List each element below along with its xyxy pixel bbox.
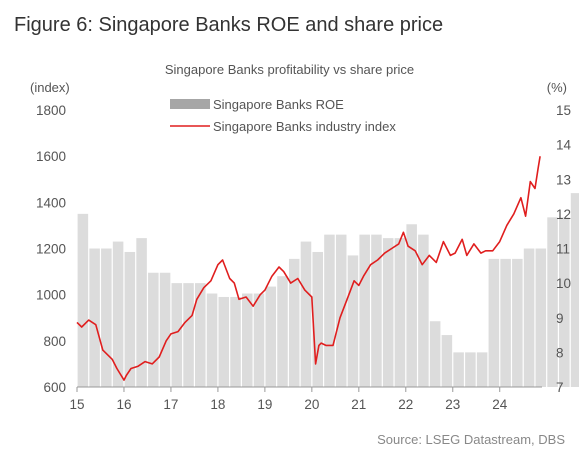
source-note: Source: LSEG Datastream, DBS	[377, 432, 565, 447]
index-line	[76, 156, 541, 381]
roe-bar	[171, 283, 183, 387]
roe-bar	[523, 248, 535, 387]
axes: 15 16 17 18 19 20 21 22 23 24 600 800 1000 1200 1400 16…	[36, 103, 572, 412]
right-tick-label: 8	[556, 345, 564, 360]
left-axis-unit: (index)	[30, 80, 70, 95]
roe-bar	[124, 251, 136, 387]
roe-bar	[324, 234, 335, 387]
x-tick-label: 19	[257, 397, 272, 412]
left-tick-label: 1200	[36, 242, 66, 257]
roe-bar	[230, 296, 241, 387]
roe-bar	[418, 234, 429, 387]
roe-bar	[136, 238, 147, 387]
x-tick-label: 21	[351, 397, 366, 412]
roe-bar	[277, 276, 288, 387]
roe-bar	[570, 193, 579, 387]
roe-bar	[371, 234, 382, 387]
roe-bar	[265, 286, 277, 387]
x-tick-label: 23	[445, 397, 460, 412]
figure-title: Figure 6: Singapore Banks ROE and share …	[14, 14, 444, 36]
roe-bar	[206, 293, 218, 387]
roe-bars	[77, 193, 579, 387]
right-tick-label: 11	[556, 242, 570, 257]
x-tick-label: 22	[398, 397, 413, 412]
left-tick-label: 1400	[36, 195, 66, 210]
roe-bar	[195, 283, 206, 387]
right-tick-label: 9	[556, 311, 564, 326]
roe-bar	[335, 234, 347, 387]
left-tick-label: 600	[43, 380, 66, 395]
right-axis-unit: (%)	[546, 80, 567, 95]
left-tick-label: 1800	[36, 103, 66, 118]
right-tick-label: 15	[556, 103, 571, 118]
roe-bar	[312, 251, 323, 387]
roe-bar	[559, 217, 570, 387]
right-tick-label: 12	[556, 207, 571, 222]
roe-bar	[89, 248, 100, 387]
roe-bar	[148, 272, 159, 387]
roe-bar	[101, 248, 112, 387]
roe-bar	[77, 213, 89, 387]
x-tick-label: 16	[116, 397, 131, 412]
left-tick-label: 1600	[36, 149, 66, 164]
roe-bar	[500, 258, 511, 387]
roe-bar	[406, 224, 417, 387]
index-line-group	[76, 156, 541, 381]
roe-bar	[535, 248, 547, 387]
roe-bar	[159, 272, 171, 387]
legend-label-roe: Singapore Banks ROE	[213, 97, 344, 112]
legend: Singapore Banks ROE Singapore Banks indus…	[170, 97, 396, 134]
roe-bar	[300, 241, 312, 387]
left-tick-label: 1000	[36, 288, 66, 303]
roe-bar	[429, 321, 441, 387]
roe-bar	[465, 352, 476, 387]
roe-bar	[476, 352, 488, 387]
roe-bar	[347, 255, 359, 387]
roe-bar	[441, 335, 453, 387]
chart-title: Singapore Banks profitability vs share p…	[164, 62, 415, 77]
legend-label-index: Singapore Banks industry index	[213, 119, 396, 134]
roe-bar	[453, 352, 464, 387]
x-tick-label: 15	[69, 397, 84, 412]
roe-bar	[547, 217, 558, 387]
roe-bar	[488, 258, 500, 387]
roe-bar	[112, 241, 124, 387]
roe-bar	[241, 293, 253, 387]
roe-bar	[382, 238, 394, 387]
left-tick-label: 800	[43, 334, 66, 349]
right-tick-label: 13	[556, 172, 571, 187]
x-tick-label: 18	[210, 397, 225, 412]
roe-bar	[288, 258, 300, 387]
roe-bar	[394, 238, 406, 387]
roe-bar	[359, 234, 370, 387]
right-tick-label: 7	[556, 380, 564, 395]
legend-swatch-roe	[170, 99, 210, 109]
right-tick-label: 10	[556, 276, 571, 291]
right-tick-label: 14	[556, 138, 572, 153]
roe-bar	[218, 296, 230, 387]
roe-bar	[183, 283, 194, 387]
x-tick-label: 20	[304, 397, 319, 412]
x-tick-label: 24	[492, 397, 508, 412]
roe-bar	[253, 293, 265, 387]
x-tick-label: 17	[163, 397, 178, 412]
roe-bar	[512, 258, 523, 387]
